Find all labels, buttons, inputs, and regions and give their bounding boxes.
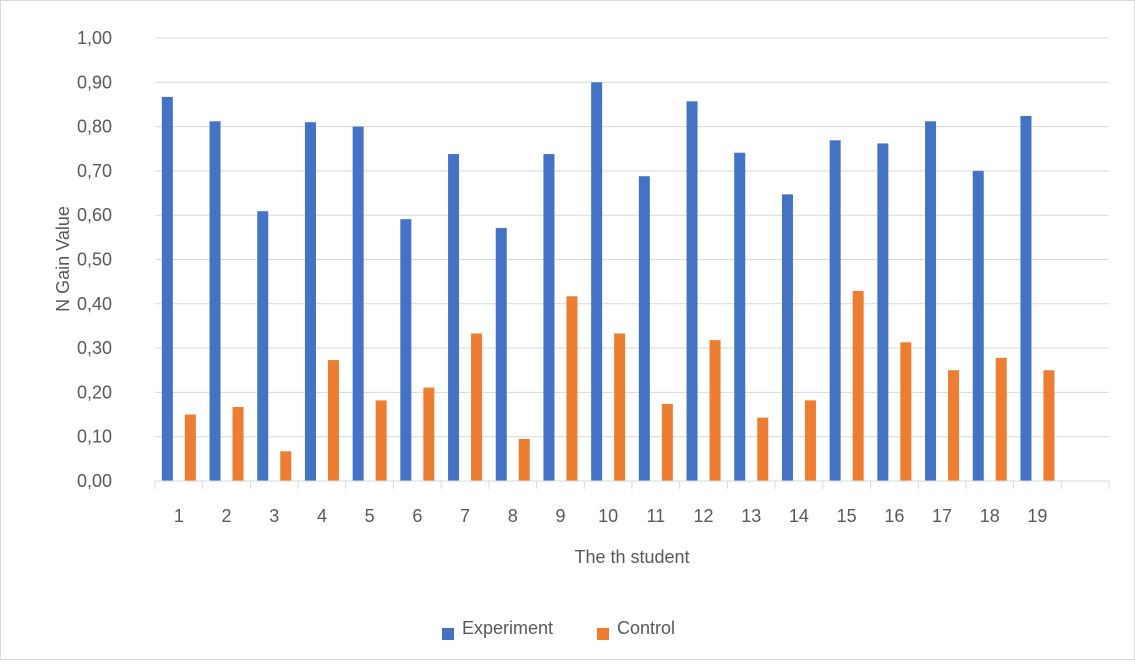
x-tick-label: 2: [222, 506, 232, 526]
x-tick-label: 4: [317, 506, 327, 526]
y-tick-label: 0,50: [77, 250, 112, 270]
x-tick-label: 13: [741, 506, 761, 526]
gridlines: [155, 37, 1109, 438]
experiment-bar: [161, 96, 173, 482]
experiment-bar: [448, 154, 460, 481]
experiment-bar: [781, 194, 793, 481]
experiment-bar: [495, 228, 507, 481]
y-axis-ticks: 0,00 0,10 0,20 0,30 0,40 0,50 0,60 0,70 0,80 0,90…: [77, 28, 112, 491]
control-bar: [518, 438, 530, 481]
x-tick-label: 11: [647, 506, 666, 526]
x-tick-label: 18: [980, 506, 1000, 526]
control-bar: [852, 290, 864, 481]
experiment-bar: [257, 211, 269, 481]
y-tick-label: 0,60: [77, 205, 112, 225]
control-bar: [375, 400, 387, 481]
legend-swatch-control: [597, 628, 609, 640]
x-tick-label: 7: [460, 506, 470, 526]
experiment-bar: [543, 154, 555, 481]
control-bar: [709, 340, 721, 481]
experiment-bar: [638, 176, 650, 481]
control-bar: [566, 296, 578, 481]
experiment-bar: [877, 143, 889, 481]
experiment-bar: [925, 121, 937, 481]
control-bar: [423, 387, 435, 481]
y-tick-label: 0,70: [77, 161, 112, 181]
control-bar: [757, 417, 769, 481]
x-tick-label: 17: [932, 506, 952, 526]
y-axis-title: N Gain Value: [53, 206, 73, 312]
experiment-bar: [209, 121, 221, 481]
x-axis: [154, 480, 1110, 489]
legend: Experiment Control: [442, 618, 675, 640]
legend-label-control: Control: [617, 618, 675, 638]
x-tick-label: 14: [789, 506, 809, 526]
control-bar: [995, 357, 1007, 481]
legend-label-experiment: Experiment: [462, 618, 553, 638]
y-tick-label: 0,30: [77, 338, 112, 358]
y-tick-label: 0,10: [77, 427, 112, 447]
x-tick-label: 16: [884, 506, 904, 526]
control-bar: [280, 451, 292, 481]
y-tick-label: 0,80: [77, 117, 112, 137]
y-tick-label: 0,20: [77, 382, 112, 402]
experiment-bar: [1020, 115, 1032, 481]
control-bar: [948, 370, 960, 481]
experiment-bar: [591, 82, 603, 482]
control-bar: [471, 333, 483, 481]
x-tick-label: 15: [837, 506, 857, 526]
y-tick-label: 1,00: [77, 28, 112, 48]
x-tick-label: 10: [598, 506, 618, 526]
x-axis-title: The th student: [574, 547, 689, 567]
y-tick-label: 0,00: [77, 471, 112, 491]
control-bar: [614, 333, 626, 481]
experiment-bar: [972, 170, 984, 481]
control-bar: [327, 360, 339, 481]
x-tick-label: 8: [508, 506, 518, 526]
control-bar: [1043, 370, 1055, 481]
x-tick-label: 6: [412, 506, 422, 526]
x-tick-label: 12: [694, 506, 714, 526]
legend-swatch-experiment: [442, 628, 454, 640]
x-tick-label: 19: [1027, 506, 1047, 526]
experiment-bar: [304, 122, 316, 482]
experiment-bar: [400, 219, 412, 481]
y-tick-label: 0,40: [77, 294, 112, 314]
control-bar: [184, 414, 196, 481]
experiment-bar: [734, 152, 746, 482]
x-tick-label: 9: [555, 506, 565, 526]
experiment-bar: [352, 126, 364, 481]
bars: [161, 82, 1055, 482]
x-axis-ticks: 1 2 3 4 5 6 7 8 9 10 11 12 13 14 15 16 17 18 19: [174, 506, 1048, 526]
y-tick-label: 0,90: [77, 72, 112, 92]
control-bar: [661, 403, 673, 481]
x-tick-label: 1: [174, 506, 184, 526]
x-tick-label: 5: [365, 506, 375, 526]
experiment-bar: [686, 101, 698, 481]
control-bar: [232, 407, 244, 481]
control-bar: [900, 342, 912, 481]
experiment-bar: [829, 140, 841, 481]
x-tick-label: 3: [269, 506, 279, 526]
control-bar: [804, 400, 816, 481]
